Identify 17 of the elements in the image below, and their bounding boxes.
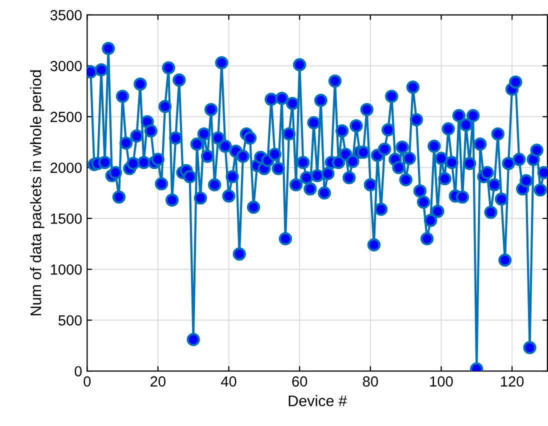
y-tick-label: 3000	[50, 60, 82, 72]
x-tick-label: 40	[220, 376, 236, 387]
x-tick-label: 120	[500, 376, 524, 387]
y-tick-label: 0	[74, 366, 82, 376]
y-tick-label: 3500	[50, 10, 82, 20]
x-tick-label: 0	[84, 376, 91, 387]
y-tick-label: 500	[58, 315, 82, 326]
x-axis-title: Device #	[288, 395, 347, 406]
x-tick-label: 20	[150, 376, 166, 387]
y-axis-title: Num of data packets in whole period	[30, 70, 44, 316]
x-tick-label: 80	[362, 376, 378, 387]
y-tick-label: 2500	[50, 112, 82, 122]
y-tick-label: 2000	[50, 162, 82, 173]
y-tick-label: 1500	[50, 214, 82, 224]
x-tick-label: 60	[292, 376, 308, 387]
y-tick-label: 1000	[50, 264, 82, 275]
x-tick-label: 100	[430, 376, 453, 387]
